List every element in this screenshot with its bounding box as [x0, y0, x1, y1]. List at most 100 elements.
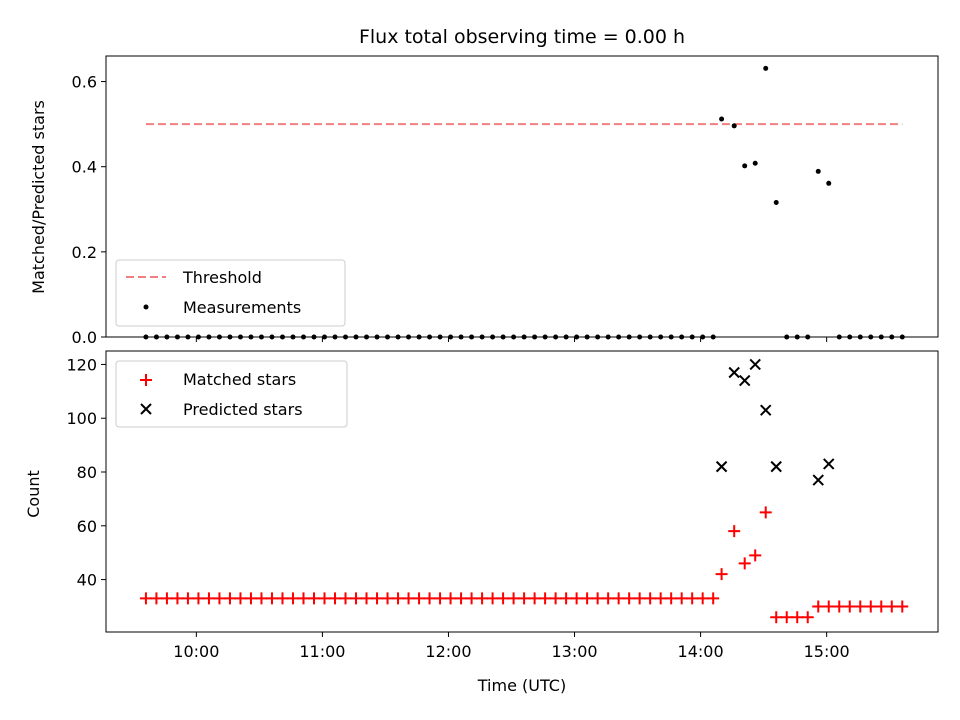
y-tick-label: 0.4: [72, 158, 97, 177]
matched-star-point: [654, 592, 667, 605]
matched-star-point: [171, 592, 184, 605]
matched-star-point: [265, 592, 278, 605]
top-x-ticks: [195, 337, 828, 342]
matched-star-point: [665, 592, 678, 605]
predicted-star-point: [812, 474, 824, 486]
matched-star-point: [402, 592, 415, 605]
matched-star-point: [392, 592, 405, 605]
predicted-star-point: [749, 358, 761, 371]
bottom-y-ticks: 40 60 80 100 120: [66, 355, 106, 590]
matched-star-point: [476, 592, 489, 605]
matched-star-point: [602, 592, 615, 605]
matched-star-point: [812, 600, 825, 613]
matched-star-point: [434, 592, 447, 605]
matched-star-point: [318, 592, 331, 605]
matched-star-point: [360, 592, 373, 605]
matched-star-point: [160, 592, 173, 605]
matched-star-point: [244, 592, 257, 605]
matched-star-point: [833, 600, 846, 613]
bottom-panel-marks: [139, 358, 909, 624]
matched-star-point: [791, 611, 804, 624]
legend-predicted-label: Predicted stars: [183, 400, 303, 419]
y-tick-label: 120: [66, 355, 97, 374]
matched-star-point: [507, 592, 520, 605]
matched-star-point: [612, 592, 625, 605]
matched-star-point: [329, 592, 342, 605]
matched-star-point: [570, 592, 583, 605]
bottom-axes-frame: [105, 350, 939, 633]
matched-star-point: [780, 611, 793, 624]
matched-star-point: [560, 592, 573, 605]
matched-star-point: [738, 557, 751, 570]
matched-star-point: [843, 600, 856, 613]
matched-star-point: [371, 592, 384, 605]
x-tick-label: 10:00: [173, 642, 219, 661]
measurement-point: [763, 65, 769, 71]
matched-star-point: [759, 506, 772, 519]
legend-measurements-label: Measurements: [183, 298, 301, 317]
bottom-y-axis-label: Count: [24, 470, 43, 518]
x-tick-label: 12:00: [425, 642, 471, 661]
matched-star-point: [875, 600, 888, 613]
predicted-star-point: [770, 460, 782, 473]
matched-star-point: [223, 592, 236, 605]
matched-star-point: [350, 592, 363, 605]
matched-star-point: [896, 600, 909, 613]
legend-predicted-swatch: [140, 403, 152, 415]
matched-star-point: [381, 592, 394, 605]
matched-star-point: [139, 592, 152, 605]
measurement-point: [773, 199, 779, 205]
matched-star-point: [591, 592, 604, 605]
measurement-point: [731, 123, 737, 129]
y-tick-label: 100: [66, 409, 97, 428]
matched-star-point: [728, 525, 741, 538]
x-tick-label: 15:00: [804, 642, 850, 661]
matched-star-point: [686, 592, 699, 605]
matched-star-point: [339, 592, 352, 605]
matched-star-point: [644, 592, 657, 605]
matched-star-point: [801, 611, 814, 624]
matched-star-point: [308, 592, 320, 605]
measurement-point: [826, 180, 832, 186]
top-legend: Threshold Measurements: [115, 259, 346, 327]
bottom-x-ticks: 10:00 11:00 12:00 13:00 14:00 15:00: [173, 632, 850, 661]
measurement-point: [742, 163, 748, 169]
top-y-axis-label: Matched/Predicted stars: [29, 100, 48, 294]
predicted-star-point: [760, 404, 772, 416]
matched-star-point: [770, 611, 783, 624]
matched-star-point: [675, 592, 688, 605]
x-tick-label: 11:00: [299, 642, 345, 661]
matched-star-point: [715, 568, 728, 581]
bottom-legend: Matched stars Predicted stars: [115, 360, 348, 428]
matched-star-point: [539, 592, 552, 605]
matched-star-point: [696, 592, 709, 605]
top-axes-frame: [105, 55, 939, 338]
bottom-legend-box: [115, 360, 348, 428]
matched-star-point: [181, 592, 194, 605]
matched-star-point: [854, 600, 867, 613]
y-tick-label: 40: [77, 571, 97, 590]
matched-star-point: [423, 592, 436, 605]
y-tick-label: 60: [77, 517, 97, 536]
measurement-point: [815, 168, 821, 174]
matched-star-point: [885, 600, 898, 613]
measurement-point: [719, 116, 725, 122]
chart-title: Flux total observing time = 0.00 h: [359, 26, 685, 48]
matched-star-point: [549, 592, 562, 605]
legend-measurements-swatch: [143, 304, 149, 310]
legend-matched-label: Matched stars: [183, 370, 296, 389]
matched-star-point: [444, 592, 457, 605]
top-panel: 0.0 0.2 0.4 0.6 Matched/Predicted stars Thr…: [29, 55, 939, 347]
matched-star-point: [202, 592, 215, 605]
matched-star-point: [192, 592, 205, 605]
matched-star-point: [234, 592, 247, 605]
matched-star-point: [864, 600, 877, 613]
matched-star-point: [623, 592, 636, 605]
top-legend-box: [115, 259, 346, 327]
bottom-x-axis-label: Time (UTC): [477, 676, 566, 695]
matched-star-point: [581, 592, 594, 605]
matched-star-point: [822, 600, 835, 613]
matched-star-point: [633, 592, 646, 605]
